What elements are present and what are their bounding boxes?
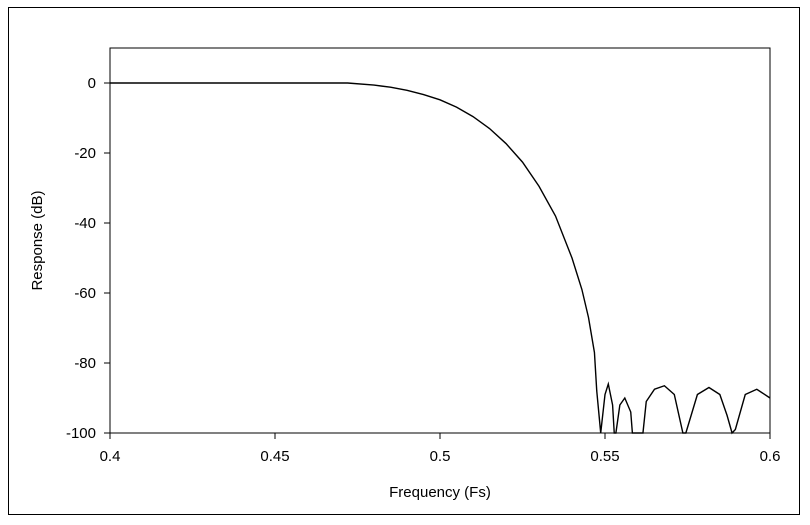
x-tick-label: 0.55 (590, 448, 619, 465)
x-tick-label: 0.45 (260, 448, 289, 465)
y-tick-label: -80 (74, 355, 96, 372)
x-axis-title: Frequency (Fs) (389, 484, 491, 501)
y-tick-label: -100 (66, 425, 96, 442)
y-tick-label: -20 (74, 145, 96, 162)
x-tick-label: 0.6 (760, 448, 781, 465)
x-axis-ticks: 0.4 0.45 0.5 0.55 0.6 (100, 433, 781, 465)
chart-frame (8, 7, 800, 515)
response-line (110, 82, 771, 435)
y-tick-label: -60 (74, 285, 96, 302)
y-tick-label: -40 (74, 215, 96, 232)
y-tick-label: 0 (88, 75, 96, 92)
plot-area (109, 47, 771, 434)
x-tick-label: 0.4 (100, 448, 121, 465)
y-axis-title: Response (dB) (29, 190, 46, 290)
y-axis-ticks: 0 -20 -40 -60 -80 -100 (66, 75, 110, 442)
x-tick-label: 0.5 (430, 448, 451, 465)
